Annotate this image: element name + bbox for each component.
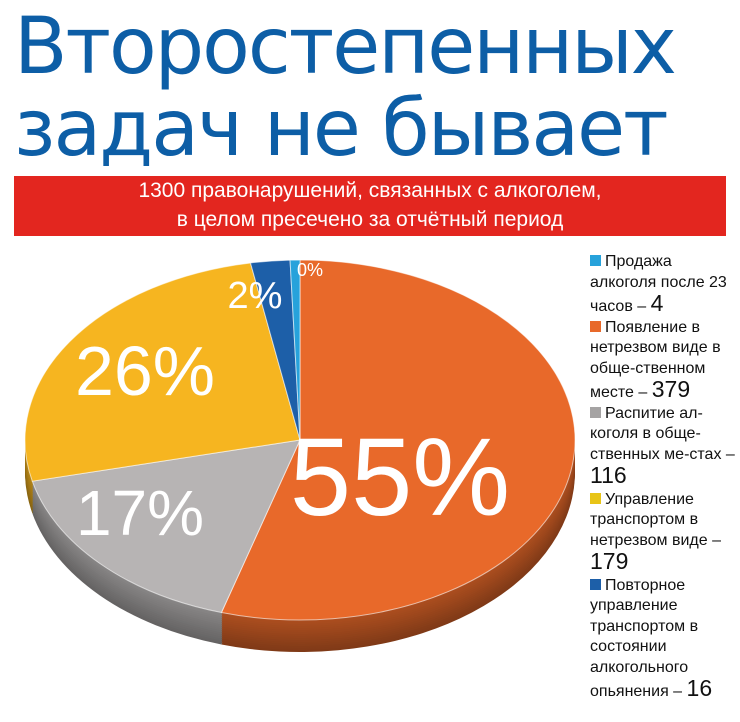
legend-swatch <box>590 492 601 504</box>
data-label-0: 55% <box>290 416 510 539</box>
pie-slice-2 <box>24 262 301 482</box>
data-label-1: 17% <box>76 477 204 549</box>
pie-slice-0 <box>220 259 576 621</box>
subtitle-banner: 1300 правонарушений, связанных с алкогол… <box>14 176 726 236</box>
title-line-1: Второстепенных <box>14 2 677 92</box>
legend-text: Продажа алкоголя после 23 часов – <box>590 253 727 315</box>
legend-swatch <box>590 320 601 332</box>
data-label-2: 26% <box>75 332 215 410</box>
legend-item: Появление в нетрезвом виде в обще-ственн… <box>590 318 740 404</box>
legend-item: Распитие ал-коголя в обще-ственных ме-ст… <box>590 404 740 490</box>
legend-value: 4 <box>650 290 664 316</box>
legend-text: Повторное управление транспортом в состо… <box>590 576 699 701</box>
pie-chart: 55% 17% 26% 2% 0% <box>24 259 576 652</box>
legend-text: Распитие ал-коголя в обще-ственных ме-ст… <box>590 404 735 463</box>
legend-text: Появление в нетрезвом виде в обще-ственн… <box>590 318 721 402</box>
legend-swatch <box>590 578 601 590</box>
legend-item: Повторное управление транспортом в состо… <box>590 576 740 703</box>
legend-item: Управление транспортом в нетрезвом виде … <box>590 490 740 576</box>
banner-line-2: в целом пресечено за отчётный период <box>176 208 564 231</box>
legend-value: 379 <box>651 376 691 402</box>
title-line-2: задач не бывает <box>14 84 669 174</box>
legend: Продажа алкоголя после 23 часов – 4 Появл… <box>590 252 740 703</box>
banner-line-1: 1300 правонарушений, связанных с алкогол… <box>138 179 602 202</box>
legend-value: 116 <box>590 462 627 488</box>
legend-swatch <box>590 406 601 418</box>
legend-value: 16 <box>686 675 713 701</box>
pie-slice-4 <box>289 259 301 441</box>
legend-text: Управление транспортом в нетрезвом виде … <box>590 490 721 549</box>
data-label-3: 2% <box>228 275 283 317</box>
legend-value: 179 <box>590 548 629 574</box>
pie-slice-1 <box>31 439 301 614</box>
data-label-4: 0% <box>297 260 323 280</box>
legend-swatch <box>590 255 601 266</box>
legend-item: Продажа алкоголя после 23 часов – 4 <box>590 252 740 318</box>
